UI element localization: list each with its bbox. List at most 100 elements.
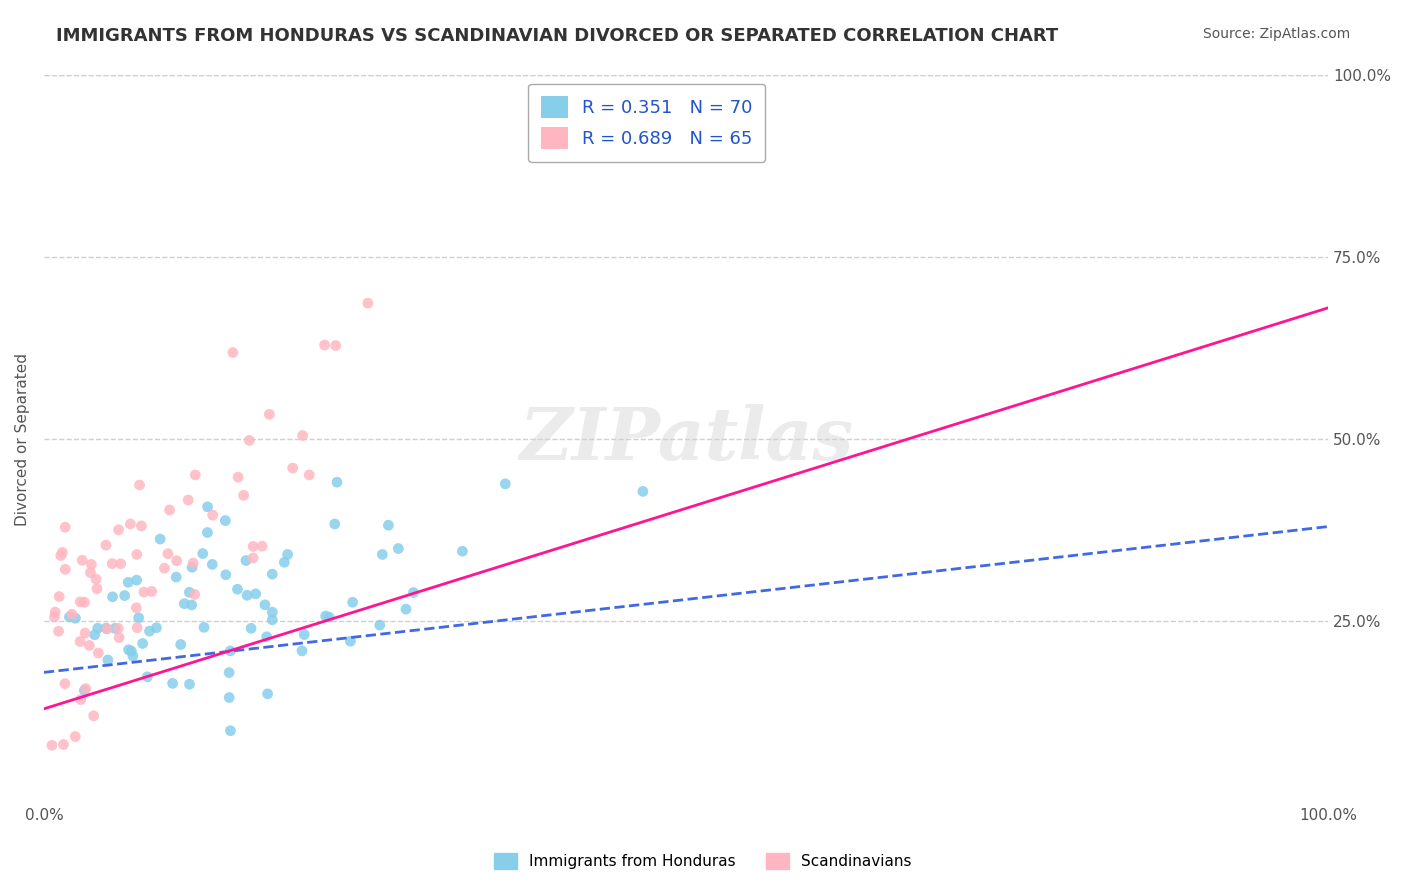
Point xyxy=(377,518,399,533)
Point xyxy=(291,428,314,442)
Point xyxy=(277,548,299,562)
Point xyxy=(122,648,145,663)
Point xyxy=(41,739,63,753)
Point xyxy=(631,484,654,499)
Point xyxy=(48,590,70,604)
Point xyxy=(292,627,315,641)
Point xyxy=(136,670,159,684)
Point xyxy=(97,653,120,667)
Point xyxy=(73,595,96,609)
Point xyxy=(181,556,204,570)
Point xyxy=(314,338,336,352)
Text: IMMIGRANTS FROM HONDURAS VS SCANDINAVIAN DIVORCED OR SEPARATED CORRELATION CHART: IMMIGRANTS FROM HONDURAS VS SCANDINAVIAN… xyxy=(56,27,1059,45)
Point xyxy=(339,634,361,648)
Point xyxy=(402,585,425,599)
Point xyxy=(250,539,273,553)
Point xyxy=(87,646,110,660)
Point xyxy=(104,621,127,635)
Point xyxy=(451,544,474,558)
Point xyxy=(79,566,101,580)
Point xyxy=(262,613,284,627)
Point xyxy=(94,538,117,552)
Point xyxy=(107,523,129,537)
Point xyxy=(214,514,236,528)
Point xyxy=(197,500,219,514)
Point xyxy=(53,520,76,534)
Point xyxy=(315,609,337,624)
Point xyxy=(368,618,391,632)
Point xyxy=(117,575,139,590)
Point xyxy=(218,690,240,705)
Point xyxy=(170,638,193,652)
Point xyxy=(75,681,97,696)
Point xyxy=(180,598,202,612)
Point xyxy=(179,677,201,691)
Point xyxy=(242,540,264,554)
Point xyxy=(131,519,153,533)
Point xyxy=(173,597,195,611)
Point xyxy=(44,610,66,624)
Point xyxy=(149,532,172,546)
Point xyxy=(79,639,101,653)
Point xyxy=(159,503,181,517)
Point xyxy=(245,587,267,601)
Point xyxy=(395,602,418,616)
Point xyxy=(253,598,276,612)
Point xyxy=(96,622,118,636)
Point xyxy=(101,590,124,604)
Point xyxy=(120,516,142,531)
Point xyxy=(52,738,75,752)
Point xyxy=(240,621,263,635)
Point xyxy=(94,621,117,635)
Point xyxy=(53,562,76,576)
Point xyxy=(117,642,139,657)
Point xyxy=(80,558,103,572)
Point xyxy=(179,585,201,599)
Point xyxy=(201,558,224,572)
Point xyxy=(73,626,96,640)
Legend: R = 0.351   N = 70, R = 0.689   N = 65: R = 0.351 N = 70, R = 0.689 N = 65 xyxy=(529,84,765,162)
Point xyxy=(128,478,150,492)
Point xyxy=(125,600,148,615)
Y-axis label: Divorced or Separated: Divorced or Separated xyxy=(15,352,30,525)
Point xyxy=(108,631,131,645)
Point xyxy=(125,573,148,587)
Point xyxy=(145,621,167,635)
Point xyxy=(226,470,249,484)
Point xyxy=(73,683,96,698)
Point xyxy=(256,687,278,701)
Point xyxy=(83,708,105,723)
Point xyxy=(128,611,150,625)
Point xyxy=(86,582,108,596)
Point xyxy=(242,551,264,566)
Point xyxy=(262,567,284,582)
Point xyxy=(162,676,184,690)
Point xyxy=(65,611,87,625)
Point xyxy=(197,525,219,540)
Point xyxy=(132,585,155,599)
Legend: Immigrants from Honduras, Scandinavians: Immigrants from Honduras, Scandinavians xyxy=(488,847,918,875)
Point xyxy=(191,547,214,561)
Point xyxy=(219,644,242,658)
Point xyxy=(58,610,80,624)
Point xyxy=(177,493,200,508)
Text: Source: ZipAtlas.com: Source: ZipAtlas.com xyxy=(1202,27,1350,41)
Point xyxy=(201,508,224,522)
Point xyxy=(120,644,142,658)
Point xyxy=(342,595,364,609)
Point xyxy=(298,467,321,482)
Point xyxy=(238,434,260,448)
Point xyxy=(183,587,205,601)
Point xyxy=(69,692,91,706)
Point xyxy=(138,624,160,639)
Point xyxy=(65,730,87,744)
Point xyxy=(101,557,124,571)
Point xyxy=(325,338,347,352)
Point xyxy=(387,541,409,556)
Point xyxy=(219,723,242,738)
Point xyxy=(226,582,249,597)
Point xyxy=(69,634,91,648)
Point xyxy=(53,676,76,690)
Text: ZIPatlas: ZIPatlas xyxy=(519,403,853,475)
Point xyxy=(232,488,254,502)
